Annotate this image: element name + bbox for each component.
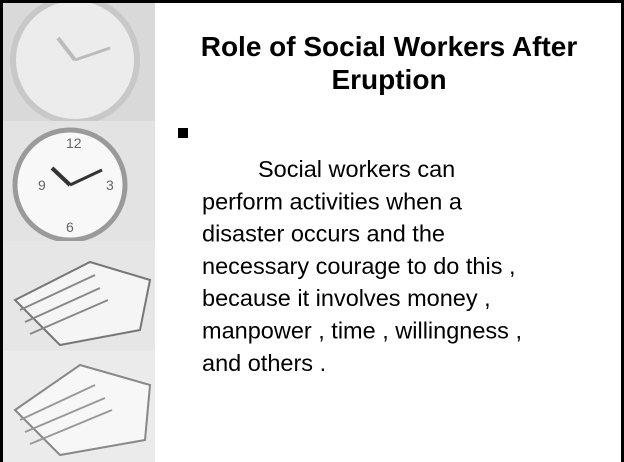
body-line: and others . xyxy=(202,350,326,376)
svg-text:3: 3 xyxy=(106,177,114,193)
body-line: disaster occurs and the xyxy=(202,221,445,247)
body-line: perform activities when a xyxy=(202,188,463,214)
title-line: Eruption xyxy=(331,64,446,95)
svg-text:9: 9 xyxy=(38,177,46,193)
body-line: Social workers can xyxy=(258,156,455,182)
title-line: Role of Social Workers After xyxy=(201,31,578,62)
body-line: necessary courage to do this , xyxy=(202,253,516,279)
decorative-strip: 12 9 3 6 xyxy=(3,0,155,462)
body-line: manpower , time , willingness , xyxy=(202,318,522,344)
slide: 12 9 3 6 Role of Social Workers AfterEru… xyxy=(0,0,624,462)
bullet xyxy=(178,128,188,138)
svg-text:6: 6 xyxy=(66,219,74,235)
svg-text:12: 12 xyxy=(66,135,82,151)
body-line: because it involves money , xyxy=(202,285,491,311)
